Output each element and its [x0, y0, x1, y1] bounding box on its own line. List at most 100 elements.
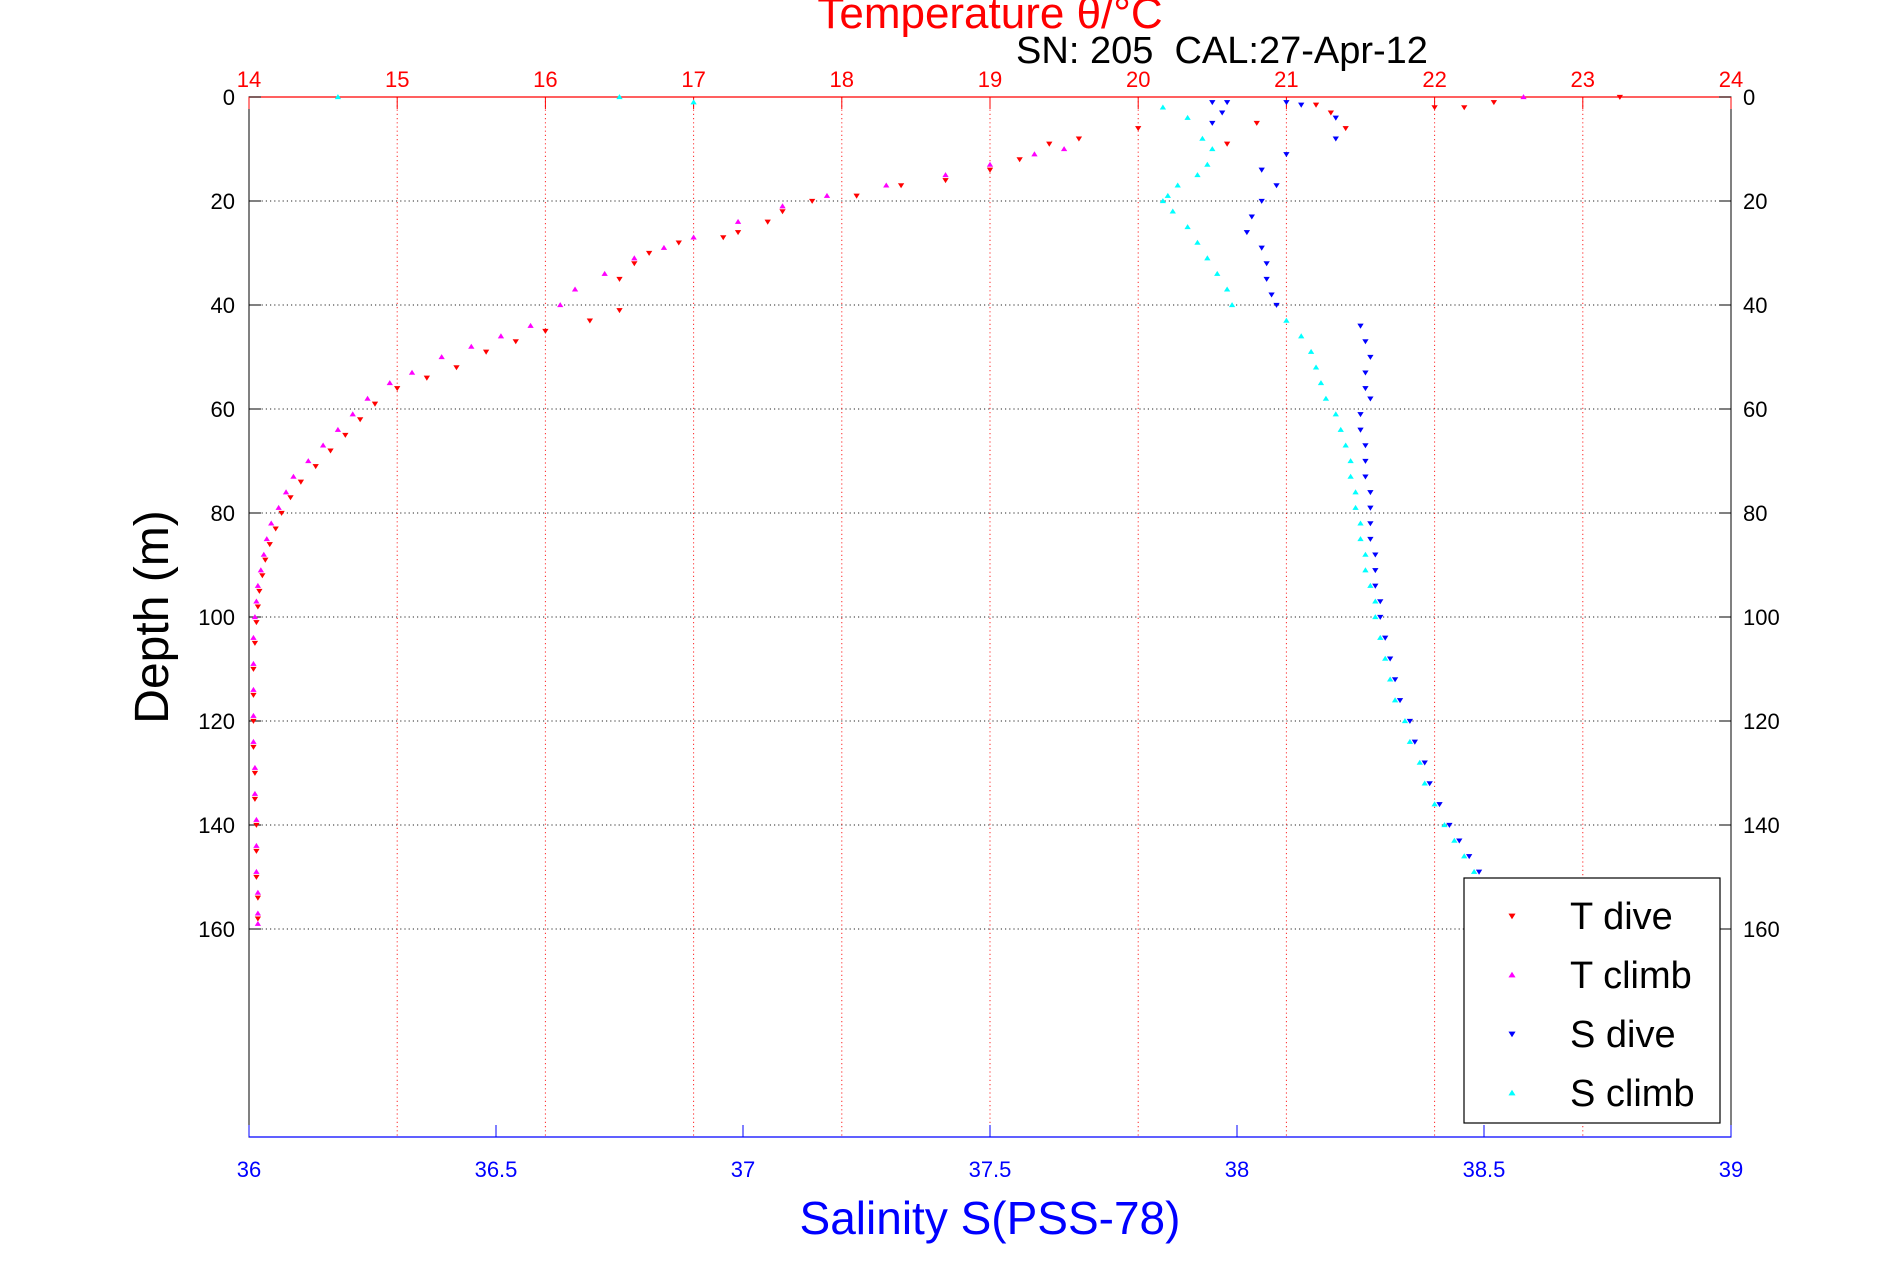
- point-t-dive: [253, 874, 260, 880]
- point-t-dive: [254, 604, 262, 610]
- point-s-dive: [1421, 760, 1428, 766]
- point-t-dive: [675, 240, 682, 246]
- point-s-climb: [1367, 582, 1374, 588]
- x-top-tick-label: 19: [978, 67, 1002, 92]
- point-t-climb: [1060, 146, 1068, 152]
- point-t-climb: [734, 218, 742, 224]
- point-t-dive: [809, 198, 816, 204]
- axis-ticks: 0 0 20 20 40 40 60 60 80 80 100 100 120 120 140 140 160 1…: [198, 67, 1779, 1182]
- point-t-climb: [557, 302, 564, 308]
- point-t-climb: [408, 369, 416, 375]
- point-t-climb: [319, 442, 327, 448]
- point-t-climb: [571, 286, 579, 292]
- point-t-dive: [394, 386, 401, 392]
- point-t-climb: [942, 172, 949, 178]
- point-s-climb: [690, 99, 697, 105]
- y-tick-label-left: 0: [223, 85, 235, 110]
- y-tick-label-right: 60: [1743, 397, 1767, 422]
- point-s-climb: [1377, 634, 1384, 640]
- point-s-dive: [1372, 552, 1379, 558]
- point-t-dive: [853, 193, 860, 199]
- point-t-climb: [601, 270, 608, 276]
- point-s-climb: [1228, 302, 1236, 308]
- point-s-dive: [1396, 698, 1404, 704]
- x-top-tick-label: 21: [1274, 67, 1298, 92]
- point-t-dive: [272, 526, 279, 532]
- point-s-climb: [1337, 426, 1344, 432]
- x-bottom-tick-label: 39: [1719, 1157, 1743, 1182]
- point-t-dive: [251, 640, 259, 646]
- point-s-climb: [1194, 239, 1201, 245]
- point-t-dive: [1016, 157, 1023, 163]
- point-s-climb: [1174, 182, 1181, 188]
- point-t-climb: [690, 234, 697, 240]
- y-tick-label-right: 160: [1743, 917, 1780, 942]
- point-t-dive: [631, 261, 638, 267]
- point-s-dive: [1475, 869, 1483, 875]
- point-t-climb: [497, 333, 505, 339]
- point-s-dive: [1406, 718, 1414, 724]
- point-s-climb: [1184, 224, 1191, 230]
- point-t-dive: [1046, 141, 1053, 147]
- point-s-climb: [1184, 114, 1191, 120]
- legend-label-t-dive: T dive: [1570, 896, 1673, 938]
- point-s-dive: [1362, 443, 1369, 449]
- point-t-dive: [254, 895, 262, 901]
- point-s-climb: [334, 94, 342, 100]
- point-t-dive: [897, 183, 905, 189]
- point-s-dive: [1219, 110, 1226, 116]
- point-s-climb: [1199, 135, 1206, 141]
- point-s-dive: [1411, 739, 1418, 745]
- point-t-dive: [251, 796, 259, 802]
- point-s-dive: [1372, 583, 1379, 589]
- point-t-climb: [251, 764, 259, 770]
- point-s-dive: [1391, 677, 1399, 683]
- x-bottom-tick-label: 36: [237, 1157, 261, 1182]
- x-bottom-tick-label: 38: [1225, 1157, 1249, 1182]
- point-t-dive: [250, 718, 257, 724]
- point-s-dive: [1362, 474, 1369, 480]
- point-t-dive: [250, 692, 257, 698]
- y-tick-label-left: 20: [211, 189, 235, 214]
- point-t-climb: [254, 920, 262, 926]
- point-t-dive: [327, 448, 334, 454]
- point-s-climb: [616, 94, 623, 100]
- point-t-dive: [250, 666, 257, 672]
- point-t-climb: [260, 551, 267, 557]
- point-t-dive: [253, 848, 260, 854]
- point-s-climb: [1401, 718, 1409, 724]
- point-s-dive: [1268, 292, 1275, 298]
- point-t-dive: [1431, 105, 1438, 111]
- bottom-axis-title: Salinity S(PSS-78): [800, 1192, 1181, 1244]
- y-tick-label-right: 40: [1743, 293, 1767, 318]
- point-s-climb: [1382, 655, 1389, 661]
- point-t-climb: [438, 354, 445, 360]
- point-s-dive: [1258, 245, 1265, 251]
- y-tick-label-left: 60: [211, 397, 235, 422]
- point-t-climb: [779, 203, 786, 209]
- y-tick-label-left: 140: [198, 813, 235, 838]
- point-t-dive: [1327, 110, 1335, 116]
- point-t-climb: [823, 192, 831, 198]
- y-tick-label-left: 120: [198, 709, 235, 734]
- point-t-dive: [287, 495, 294, 501]
- point-t-dive: [616, 308, 623, 314]
- point-s-climb: [1451, 837, 1458, 843]
- legend-label-s-dive: S dive: [1570, 1014, 1676, 1056]
- point-s-climb: [1322, 395, 1330, 401]
- point-s-climb: [1386, 676, 1394, 682]
- point-s-dive: [1362, 458, 1369, 464]
- x-top-tick-label: 23: [1571, 67, 1595, 92]
- point-t-dive: [986, 167, 994, 173]
- y-tick-label-right: 0: [1743, 85, 1755, 110]
- point-t-climb: [250, 660, 257, 666]
- x-top-tick-label: 24: [1719, 67, 1743, 92]
- point-t-dive: [262, 557, 269, 563]
- point-s-dive: [1466, 854, 1473, 860]
- point-t-climb: [290, 473, 297, 479]
- point-t-climb: [268, 520, 275, 526]
- point-s-climb: [1441, 822, 1448, 828]
- point-t-climb: [660, 244, 668, 250]
- point-s-dive: [1332, 115, 1339, 121]
- data-points: [250, 94, 1623, 926]
